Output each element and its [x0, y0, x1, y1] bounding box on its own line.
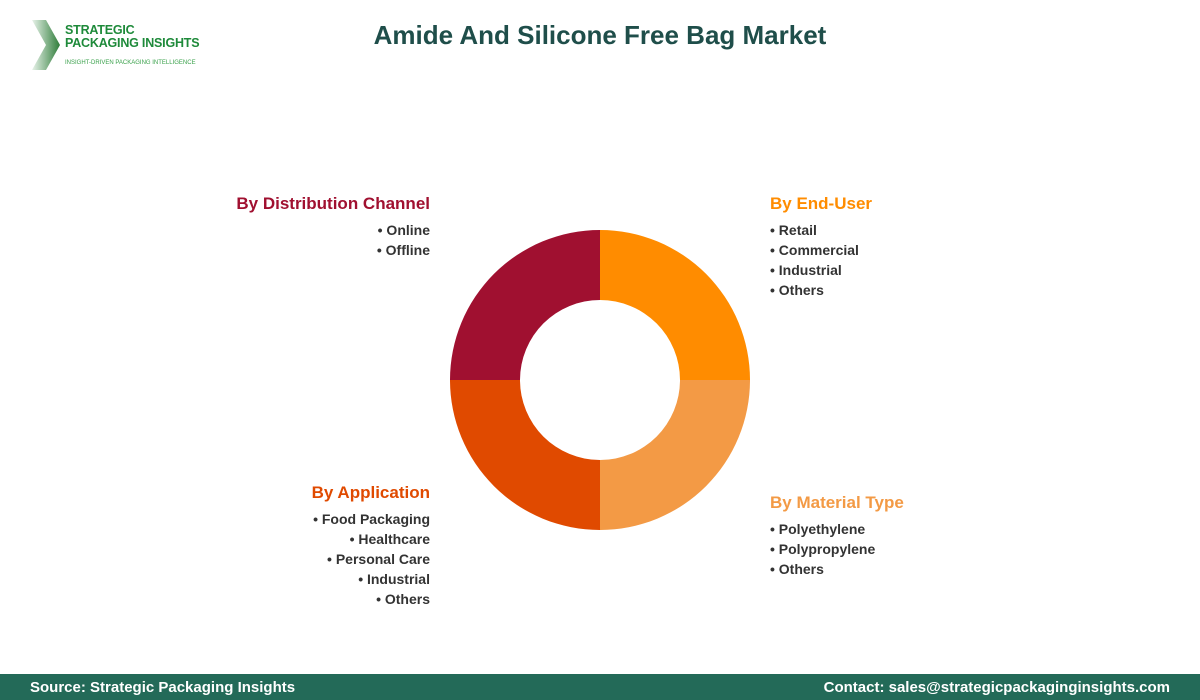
legend-title: By Application: [311, 483, 430, 502]
legend-application: By Application • Food Packaging • Healthca…: [312, 483, 430, 609]
legend-item: • Others: [770, 282, 824, 298]
page-title: Amide And Silicone Free Bag Market: [373, 20, 827, 50]
legend-item: • Others: [770, 561, 824, 577]
logo: STRATEGIC PACKAGING INSIGHTS INSIGHT-DRIV…: [30, 18, 200, 73]
legend-item: • Online: [377, 222, 430, 238]
source-text: Source: Strategic Packaging Insights: [30, 678, 296, 696]
donut-slice-by-application: [450, 380, 600, 530]
contact-text: Contact: sales@strategicpackaginginsight…: [823, 678, 1170, 696]
legend-item: • Personal Care: [327, 551, 430, 567]
legend-title: By Material Type: [770, 493, 904, 512]
legend-item: • Food Packaging: [313, 511, 430, 527]
donut-slice-by-distribution-channel: [450, 230, 600, 380]
logo-text: STRATEGIC PACKAGING INSIGHTS: [65, 23, 200, 50]
legend-item: • Commercial: [770, 242, 859, 258]
legend-item: • Industrial: [770, 262, 842, 278]
legend-end-user: By End-User • Retail • Commercial • Industr…: [770, 194, 872, 300]
legend-item: • Offline: [376, 242, 430, 258]
legend-title: By End-User: [770, 194, 873, 213]
legend-item: • Others: [376, 591, 430, 607]
footer: Source: Strategic Packaging Insights Con…: [0, 674, 1200, 700]
legend-title: By Distribution Channel: [236, 194, 430, 213]
legend-item: • Healthcare: [349, 531, 430, 547]
donut-slice-by-material-type: [600, 380, 750, 530]
legend-material-type: By Material Type • Polyethylene • Polyprop…: [770, 493, 904, 579]
legend-item: • Polypropylene: [770, 541, 876, 557]
legend-distribution-channel: By Distribution Channel • Online • Offline: [236, 194, 430, 260]
donut-slice-by-end-user: [600, 230, 750, 380]
logo-tagline: INSIGHT-DRIVEN PACKAGING INTELLIGENCE: [65, 60, 196, 66]
legend-item: • Retail: [770, 222, 817, 238]
logo-chevron-icon: [32, 20, 60, 70]
legend-item: • Industrial: [358, 571, 430, 587]
legend-item: • Polyethylene: [770, 521, 866, 537]
